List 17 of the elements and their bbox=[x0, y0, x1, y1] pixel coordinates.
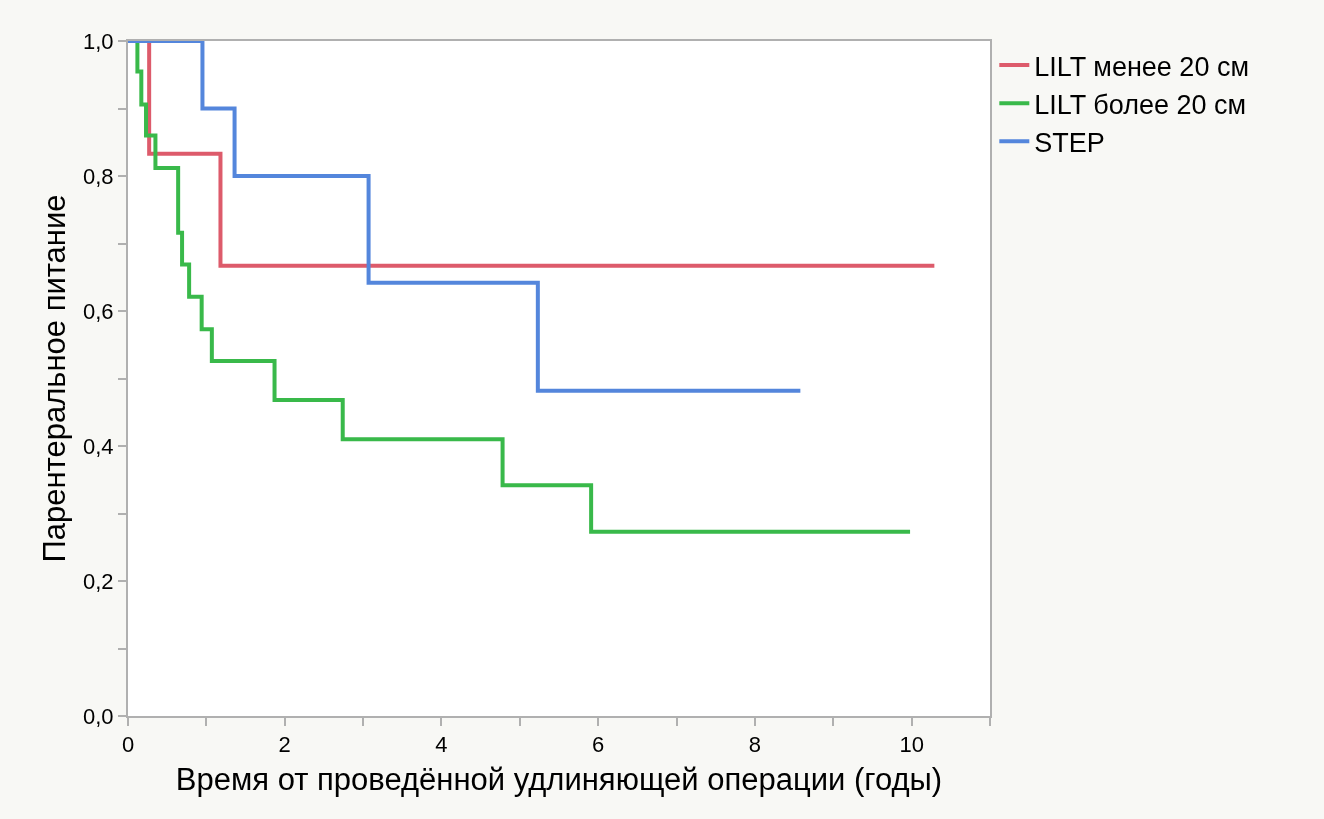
x-tick-label: 2 bbox=[278, 732, 291, 758]
legend-label: STEP bbox=[1034, 127, 1105, 158]
legend-label: LILT более 20 см bbox=[1034, 89, 1247, 120]
y-tick-label: 0,0 bbox=[83, 703, 114, 729]
y-axis-title: Парентеральное питание bbox=[37, 194, 73, 563]
y-tick-label: 0,8 bbox=[83, 163, 114, 189]
x-axis-title: Время от проведённой удлиняющей операции (годы) bbox=[175, 762, 943, 798]
legend-label: LILT менее 20 см bbox=[1034, 51, 1249, 82]
x-tick-label: 6 bbox=[592, 732, 605, 758]
x-tick-label: 4 bbox=[435, 732, 448, 758]
y-tick-label: 0,4 bbox=[83, 433, 114, 459]
x-tick-label: 0 bbox=[121, 732, 135, 758]
y-tick-label: 0,6 bbox=[83, 298, 114, 324]
y-tick-label: 1,0 bbox=[83, 28, 114, 54]
y-tick-label: 0,2 bbox=[83, 568, 114, 594]
x-tick-label: 10 bbox=[899, 732, 924, 758]
x-tick-label: 8 bbox=[748, 732, 762, 758]
